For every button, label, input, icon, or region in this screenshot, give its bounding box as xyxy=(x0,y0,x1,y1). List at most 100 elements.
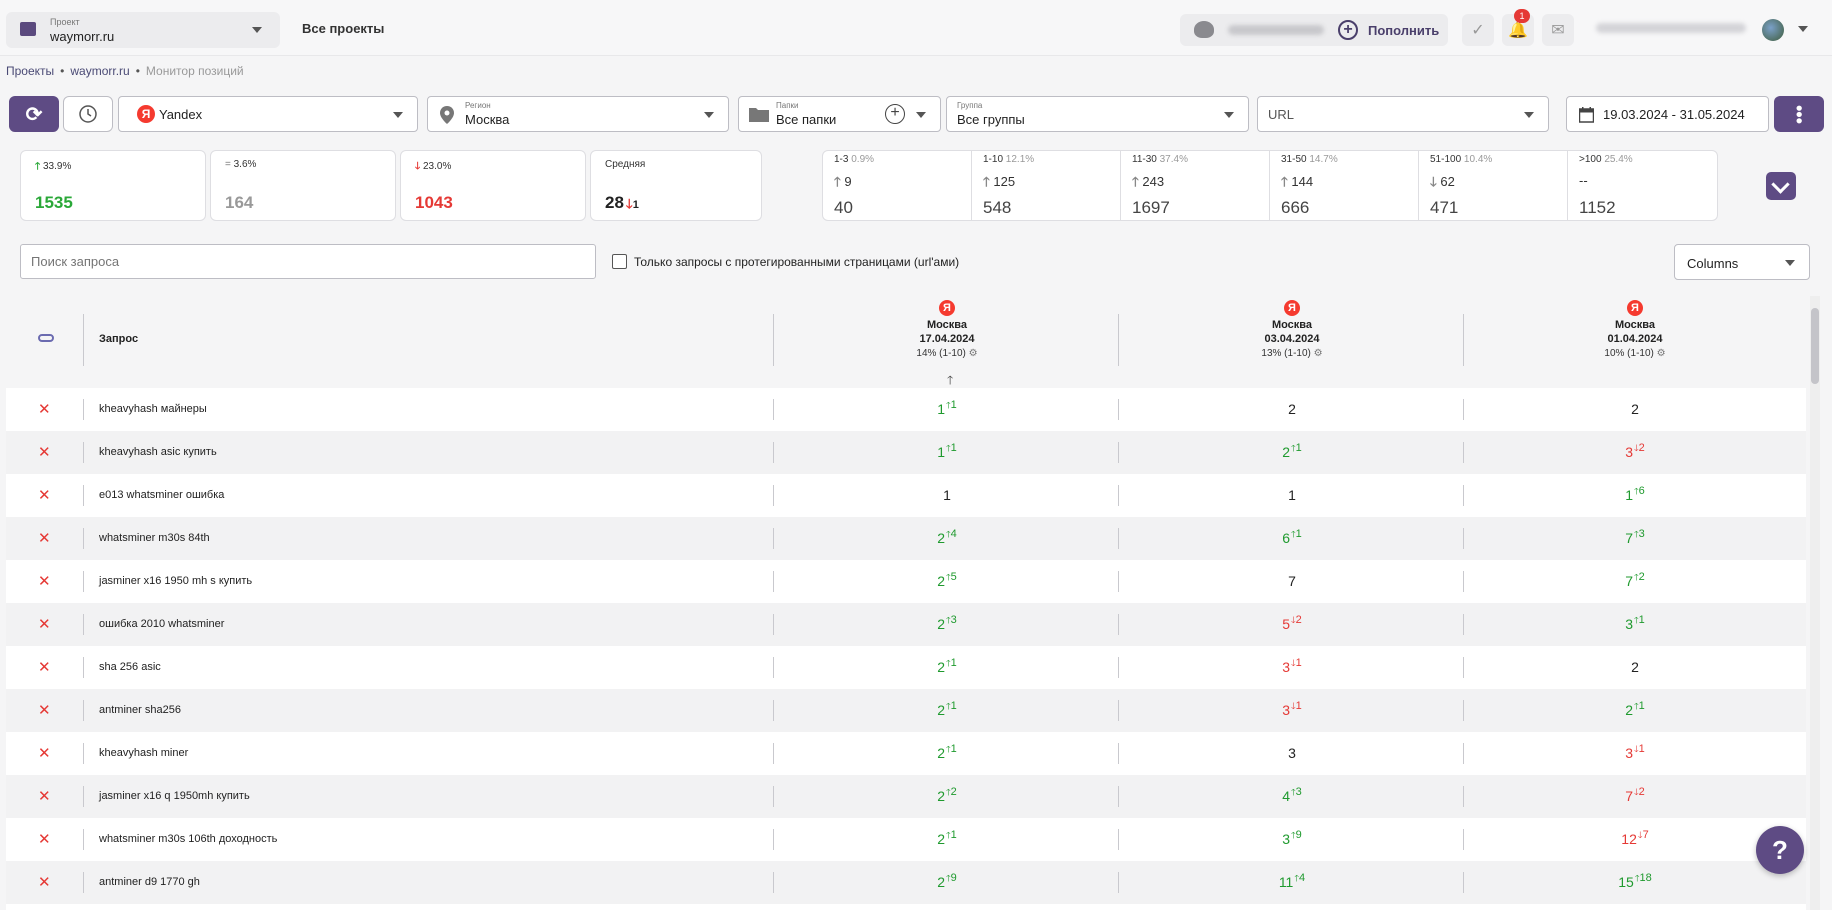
position-cell[interactable]: 3🡓1 xyxy=(1465,743,1805,764)
position-cell[interactable]: 11🡑4 xyxy=(1122,872,1462,893)
group-select[interactable]: Группа Все группы xyxy=(946,96,1249,132)
delete-row-icon[interactable]: ✕ xyxy=(38,487,51,504)
scrollbar-thumb[interactable] xyxy=(1811,308,1819,384)
history-button[interactable] xyxy=(63,96,113,132)
position-cell[interactable]: 1🡑1 xyxy=(777,399,1117,420)
tagged-only-label[interactable]: Только запросы с протегированными страни… xyxy=(634,255,960,269)
all-projects-link[interactable]: Все проекты xyxy=(302,21,385,36)
columns-select[interactable]: Columns xyxy=(1674,244,1810,280)
position-cell[interactable]: 2🡑1 xyxy=(777,700,1117,721)
range-31-50[interactable]: 31-50 14.7% 🡑 144 666 xyxy=(1270,151,1419,220)
position-cell[interactable]: 1 xyxy=(777,487,1117,503)
query-text[interactable]: kheavyhash майнеры xyxy=(99,403,207,415)
position-cell[interactable]: 15🡑18 xyxy=(1465,872,1805,893)
project-selector[interactable]: Проект waymorr.ru xyxy=(6,12,280,48)
query-text[interactable]: sha 256 asic xyxy=(99,661,161,673)
position-cell[interactable]: 2🡑9 xyxy=(777,872,1117,893)
gear-icon[interactable]: ⚙ xyxy=(1656,348,1666,359)
range-11-30[interactable]: 11-30 37.4% 🡑 243 1697 xyxy=(1121,151,1270,220)
position-cell[interactable]: 3🡓1 xyxy=(1122,700,1462,721)
breadcrumb-projects[interactable]: Проекты xyxy=(6,64,55,78)
messages-button[interactable]: ✉ xyxy=(1542,14,1574,46)
add-folder-icon[interactable]: + xyxy=(885,104,905,124)
query-text[interactable]: antminer sha256 xyxy=(99,704,181,716)
position-cell[interactable]: 1 xyxy=(1122,487,1462,503)
stat-down[interactable]: 🡓 23.0% 1043 xyxy=(400,150,586,221)
delete-row-icon[interactable]: ✕ xyxy=(38,444,51,461)
position-cell[interactable]: 3🡑9 xyxy=(1122,829,1462,850)
query-search-input[interactable] xyxy=(20,244,596,279)
delete-row-icon[interactable]: ✕ xyxy=(38,573,51,590)
help-button[interactable]: ? xyxy=(1756,826,1804,874)
date-column-header[interactable]: Я Москва 03.04.2024 13% (1-10) ⚙ xyxy=(1122,298,1462,359)
date-column-header[interactable]: Я Москва 01.04.2024 10% (1-10) ⚙ xyxy=(1465,298,1805,359)
position-cell[interactable]: 2🡑1 xyxy=(777,829,1117,850)
range-over-100[interactable]: >100 25.4% -- 1152 xyxy=(1568,151,1717,220)
position-cell[interactable]: 1🡑6 xyxy=(1465,485,1805,506)
stat-same[interactable]: = 3.6% 164 xyxy=(210,150,396,221)
query-text[interactable]: antminer d9 1770 gh xyxy=(99,876,200,888)
position-cell[interactable]: 1🡑1 xyxy=(777,442,1117,463)
delete-row-icon[interactable]: ✕ xyxy=(38,874,51,891)
range-51-100[interactable]: 51-100 10.4% 🡓 62 471 xyxy=(1419,151,1568,220)
position-cell[interactable]: 2🡑1 xyxy=(777,657,1117,678)
query-text[interactable]: e013 whatsminer ошибка xyxy=(99,489,225,501)
query-text[interactable]: jasminer x16 1950 mh s купить xyxy=(99,575,253,587)
delete-row-icon[interactable]: ✕ xyxy=(38,530,51,547)
query-text[interactable]: ошибка 2010 whatsminer xyxy=(99,618,225,630)
position-cell[interactable]: 2 xyxy=(1465,659,1805,675)
region-select[interactable]: Регион Москва xyxy=(427,96,729,132)
position-cell[interactable]: 2 xyxy=(1465,401,1805,417)
position-cell[interactable]: 7 xyxy=(1122,573,1462,589)
delete-row-icon[interactable]: ✕ xyxy=(38,616,51,633)
gear-icon[interactable]: ⚙ xyxy=(968,348,978,359)
delete-row-icon[interactable]: ✕ xyxy=(38,745,51,762)
folders-select[interactable]: Папки Все папки + xyxy=(738,96,941,132)
table-scrollbar[interactable] xyxy=(1810,296,1820,910)
gear-icon[interactable]: ⚙ xyxy=(1313,348,1323,359)
position-cell[interactable]: 2🡑5 xyxy=(777,571,1117,592)
tagged-only-checkbox[interactable] xyxy=(612,254,627,269)
stat-up[interactable]: 🡑 33.9% 1535 xyxy=(20,150,206,221)
position-cell[interactable]: 2🡑3 xyxy=(777,614,1117,635)
delete-row-icon[interactable]: ✕ xyxy=(38,401,51,418)
position-cell[interactable]: 3🡓1 xyxy=(1122,657,1462,678)
delete-row-icon[interactable]: ✕ xyxy=(38,831,51,848)
topup-button[interactable]: Пополнить xyxy=(1368,23,1440,38)
refresh-button[interactable]: ⟳ xyxy=(9,96,59,132)
sort-arrow-up-icon[interactable]: 🡑 xyxy=(947,373,954,387)
collapse-stats-button[interactable] xyxy=(1766,172,1796,200)
position-cell[interactable]: 7🡑3 xyxy=(1465,528,1805,549)
range-1-3[interactable]: 1-3 0.9% 🡑 9 40 xyxy=(823,151,972,220)
position-cell[interactable]: 3🡓2 xyxy=(1465,442,1805,463)
query-text[interactable]: whatsminer m30s 84th xyxy=(99,532,210,544)
chevron-down-icon[interactable] xyxy=(1798,26,1808,32)
position-cell[interactable]: 2🡑1 xyxy=(1465,700,1805,721)
breadcrumb-project[interactable]: waymorr.ru xyxy=(70,64,130,78)
search-engine-select[interactable]: Я Yandex xyxy=(118,96,418,132)
query-column-header[interactable]: Запрос xyxy=(99,333,139,345)
position-cell[interactable]: 3🡑1 xyxy=(1465,614,1805,635)
position-cell[interactable]: 12🡓7 xyxy=(1465,829,1805,850)
query-text[interactable]: kheavyhash miner xyxy=(99,747,189,759)
query-text[interactable]: whatsminer m30s 106th доходность xyxy=(99,833,278,845)
more-options-button[interactable]: ••• xyxy=(1774,96,1824,132)
position-cell[interactable]: 6🡑1 xyxy=(1122,528,1462,549)
position-cell[interactable]: 7🡓2 xyxy=(1465,786,1805,807)
position-cell[interactable]: 4🡑3 xyxy=(1122,786,1462,807)
delete-row-icon[interactable]: ✕ xyxy=(38,702,51,719)
position-cell[interactable]: 2 xyxy=(1122,401,1462,417)
query-text[interactable]: jasminer x16 q 1950mh купить xyxy=(99,790,250,802)
plus-circle-icon[interactable]: + xyxy=(1338,20,1358,40)
url-select[interactable]: URL xyxy=(1257,96,1549,132)
position-cell[interactable]: 2🡑1 xyxy=(777,743,1117,764)
delete-row-icon[interactable]: ✕ xyxy=(38,788,51,805)
position-cell[interactable]: 2🡑1 xyxy=(1122,442,1462,463)
position-cell[interactable]: 3 xyxy=(1122,745,1462,761)
date-range-picker[interactable]: 19.03.2024 - 31.05.2024 xyxy=(1566,96,1769,132)
delete-row-icon[interactable]: ✕ xyxy=(38,659,51,676)
date-column-header[interactable]: Я Москва 17.04.2024 14% (1-10) ⚙ xyxy=(777,298,1117,359)
query-text[interactable]: kheavyhash asic купить xyxy=(99,446,217,458)
position-cell[interactable]: 2🡑4 xyxy=(777,528,1117,549)
range-1-10[interactable]: 1-10 12.1% 🡑 125 548 xyxy=(972,151,1121,220)
